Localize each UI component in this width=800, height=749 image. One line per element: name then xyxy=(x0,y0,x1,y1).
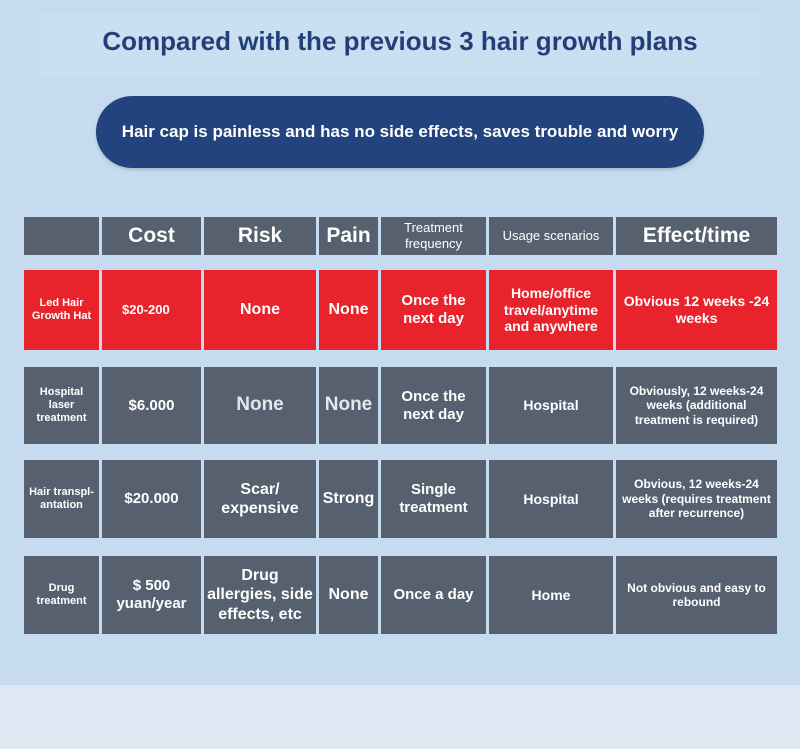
cell-cost: $ 500 yuan/year xyxy=(102,556,201,634)
cell-frequency: Once a day xyxy=(381,556,486,634)
cell-effect: Obvious, 12 weeks-24 weeks (requires tre… xyxy=(616,460,777,538)
cell-effect: Not obvious and easy to rebound xyxy=(616,556,777,634)
table-row: Hospital laser treatment $6.000 None None On… xyxy=(0,367,800,444)
header-effect: Effect/time xyxy=(616,217,777,255)
cell-method: Drug treatment xyxy=(24,556,99,634)
bottom-strip xyxy=(0,685,800,749)
cell-pain: None xyxy=(319,270,378,350)
title-band xyxy=(40,14,760,76)
cell-effect: Obviously, 12 weeks-24 weeks (additional… xyxy=(616,367,777,444)
table-row: Drug treatment $ 500 yuan/year Drug allerg… xyxy=(0,556,800,634)
cell-frequency: Single treatment xyxy=(381,460,486,538)
table-row: Led Hair Growth Hat $20-200 None None Once t… xyxy=(0,270,800,350)
page-title: Compared with the previous 3 hair growth… xyxy=(102,26,698,56)
cell-usage: Hospital xyxy=(489,367,613,444)
cell-cost: $20.000 xyxy=(102,460,201,538)
cell-cost: $20-200 xyxy=(102,270,201,350)
banner-text: Hair cap is painless and has no side eff… xyxy=(121,122,679,141)
cell-risk: Scar/ expensive xyxy=(204,460,316,538)
cell-pain: Strong xyxy=(319,460,378,538)
header-usage: Usage scenarios xyxy=(489,217,613,255)
cell-usage: Home/office travel/anytime and anywhere xyxy=(489,270,613,350)
table-header: Cost Risk Pain Treatment frequency Usage… xyxy=(0,217,800,255)
cell-pain: None xyxy=(319,556,378,634)
cell-pain: None xyxy=(319,367,378,444)
header-cost: Cost xyxy=(102,217,201,255)
header-risk: Risk xyxy=(204,217,316,255)
cell-method: Hair transpl-antation xyxy=(24,460,99,538)
cell-method: Led Hair Growth Hat xyxy=(24,270,99,350)
header-cell xyxy=(24,217,99,255)
cell-risk: Drug allergies, side effects, etc xyxy=(204,556,316,634)
cell-usage: Hospital xyxy=(489,460,613,538)
cell-usage: Home xyxy=(489,556,613,634)
cell-frequency: Once the next day xyxy=(381,270,486,350)
header-frequency: Treatment frequency xyxy=(381,217,486,255)
cell-frequency: Once the next day xyxy=(381,367,486,444)
table-row: Hair transpl-antation $20.000 Scar/ expens… xyxy=(0,460,800,538)
cell-risk: None xyxy=(204,270,316,350)
banner-pill: Hair cap is painless and has no side eff… xyxy=(96,96,704,168)
cell-risk: None xyxy=(204,367,316,444)
header-pain: Pain xyxy=(319,217,378,255)
cell-cost: $6.000 xyxy=(102,367,201,444)
cell-effect: Obvious 12 weeks -24 weeks xyxy=(616,270,777,350)
cell-method: Hospital laser treatment xyxy=(24,367,99,444)
